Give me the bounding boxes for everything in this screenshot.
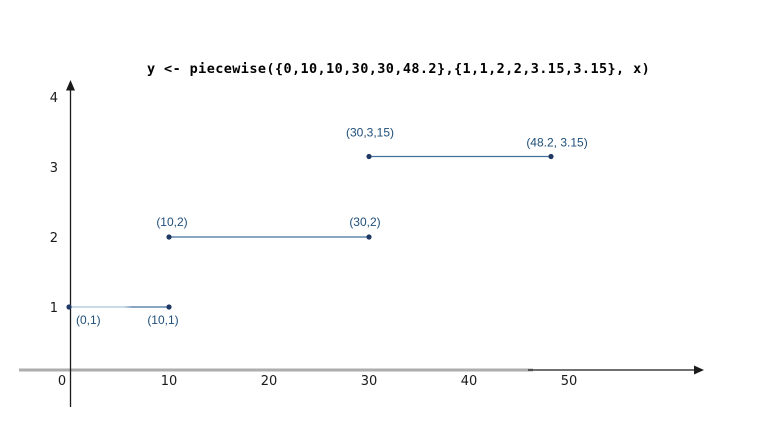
x-tick-label: 30 bbox=[361, 374, 378, 389]
data-point bbox=[66, 304, 72, 310]
y-tick-label: 4 bbox=[50, 91, 58, 106]
data-point bbox=[166, 304, 172, 310]
data-point bbox=[366, 153, 372, 160]
x-tick-label: 10 bbox=[161, 374, 178, 389]
x-tick-label: 20 bbox=[261, 374, 278, 389]
y-tick-label: 2 bbox=[50, 231, 58, 246]
x-axis-arrow-icon bbox=[694, 365, 704, 375]
x-tick-label: 0 bbox=[58, 374, 66, 389]
data-point bbox=[548, 153, 554, 160]
point-label: (30,2) bbox=[349, 215, 380, 229]
y-tick-label: 3 bbox=[50, 161, 58, 176]
point-label: (0,1) bbox=[76, 313, 101, 327]
point-label: (10,1) bbox=[147, 313, 178, 327]
x-tick-label: 40 bbox=[461, 374, 478, 389]
data-point bbox=[166, 234, 172, 240]
point-label: (30,3,15) bbox=[346, 126, 394, 140]
x-tick-label: 50 bbox=[561, 374, 578, 389]
y-axis-arrow-icon bbox=[66, 80, 75, 91]
data-point bbox=[366, 234, 372, 240]
chart-title: y <- piecewise({0,10,10,30,30,48.2},{1,1… bbox=[147, 61, 651, 77]
point-label: (10,2) bbox=[156, 215, 187, 229]
point-label: (48.2, 3.15) bbox=[526, 136, 587, 150]
y-tick-label: 1 bbox=[50, 301, 58, 316]
